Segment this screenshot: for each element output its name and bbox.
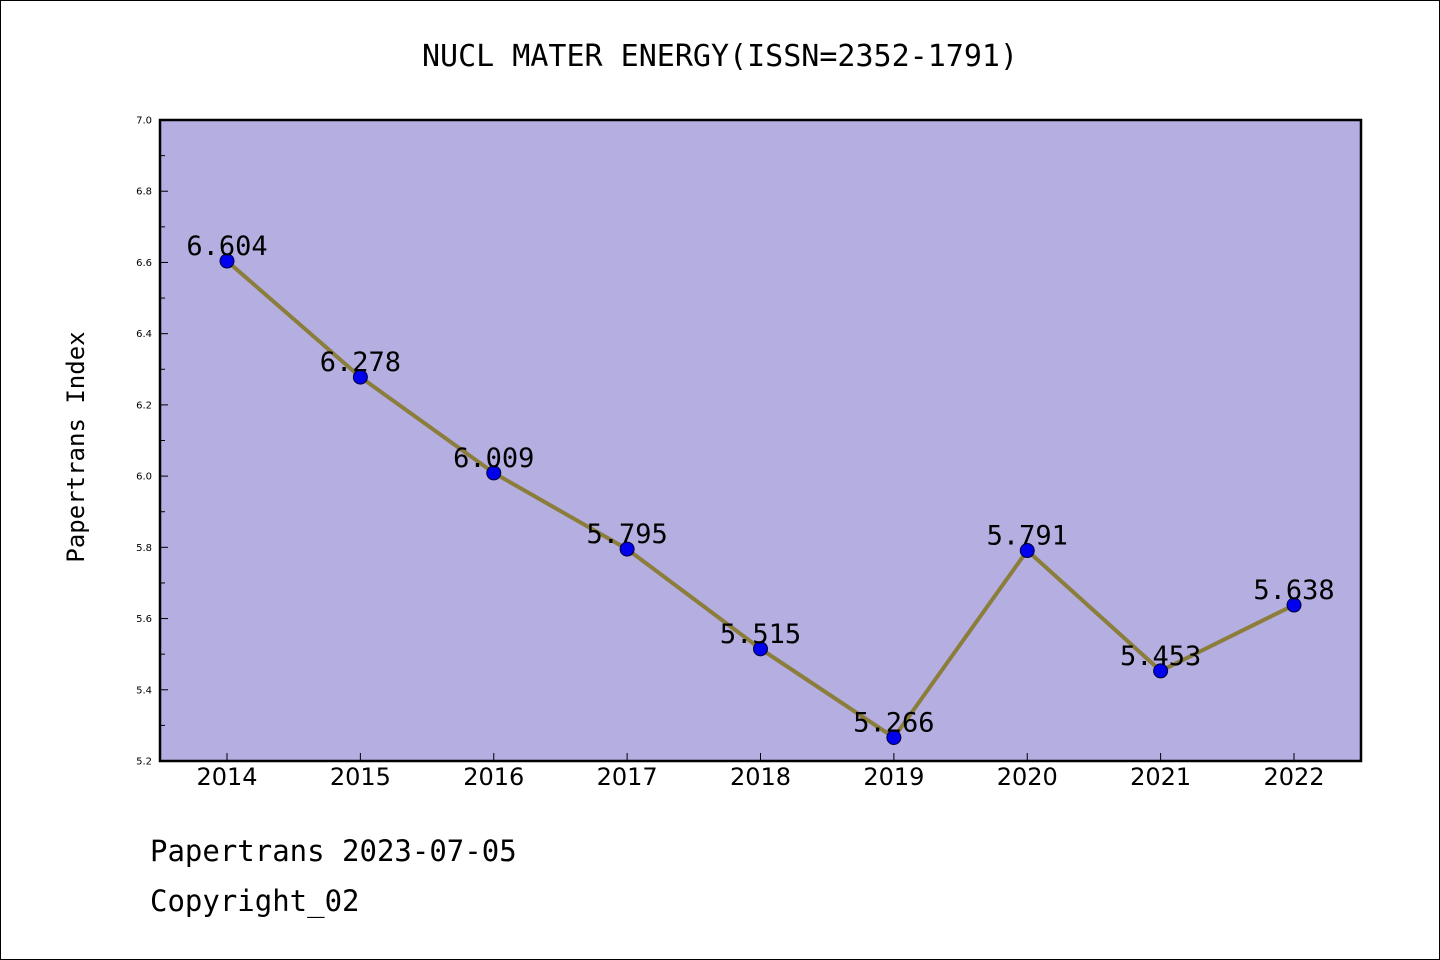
data-label-2015: 6.278 bbox=[320, 347, 401, 378]
chart-title: NUCL MATER ENERGY(ISSN=2352-1791) bbox=[422, 39, 1018, 74]
x-tick-label: 2018 bbox=[730, 763, 791, 791]
data-labels: 6.604 6.278 6.009 5.795 5.515 5.266 5.791 5.453… bbox=[186, 231, 1334, 738]
y-tick-label: 5.4 bbox=[136, 685, 152, 696]
data-point-2016 bbox=[486, 465, 502, 481]
y-tick-label: 5.6 bbox=[136, 614, 152, 625]
x-tick-label: 2017 bbox=[597, 763, 658, 791]
data-markers bbox=[219, 253, 1302, 745]
data-label-2019: 5.266 bbox=[853, 707, 934, 738]
data-label-2014: 6.604 bbox=[186, 231, 267, 262]
data-point-2019 bbox=[886, 729, 902, 745]
y-tick-label: 6.2 bbox=[136, 400, 152, 411]
data-point-2015 bbox=[352, 369, 368, 385]
data-label-2021: 5.453 bbox=[1120, 641, 1201, 672]
x-tick-label: 2021 bbox=[1130, 763, 1191, 791]
data-point-2020 bbox=[1019, 543, 1035, 559]
y-tick-label: 5.8 bbox=[136, 543, 152, 554]
data-label-2020: 5.791 bbox=[987, 521, 1068, 552]
x-axis: 2014 2015 2016 2017 2018 2019 2020 2021 2022 bbox=[196, 753, 1325, 791]
x-tick-label: 2014 bbox=[196, 763, 257, 791]
x-tick-label: 2020 bbox=[997, 763, 1058, 791]
x-tick-label: 2022 bbox=[1263, 763, 1324, 791]
y-tick-label: 6.6 bbox=[136, 258, 152, 269]
data-point-2022 bbox=[1286, 597, 1302, 613]
data-point-2021 bbox=[1153, 663, 1169, 679]
data-point-2017 bbox=[619, 541, 635, 557]
data-label-2022: 5.638 bbox=[1253, 575, 1334, 606]
y-axis-label: Papertrans Index bbox=[62, 331, 90, 562]
data-label-2017: 5.795 bbox=[586, 519, 667, 550]
data-label-2018: 5.515 bbox=[720, 619, 801, 650]
y-tick-label: 7.0 bbox=[136, 116, 152, 127]
data-point-2018 bbox=[753, 641, 768, 657]
data-point-2014 bbox=[219, 253, 235, 269]
data-label-2016: 6.009 bbox=[453, 443, 534, 474]
x-tick-label: 2016 bbox=[463, 763, 524, 791]
y-tick-label: 6.0 bbox=[136, 472, 152, 483]
x-tick-label: 2019 bbox=[863, 763, 924, 791]
x-tick-label: 2015 bbox=[330, 763, 391, 791]
footer-copyright-text: Copyright_02 bbox=[150, 884, 360, 918]
y-tick-label: 6.8 bbox=[136, 187, 152, 198]
y-tick-label: 5.2 bbox=[136, 757, 152, 768]
footer-date-text: Papertrans 2023-07-05 bbox=[150, 834, 517, 868]
plot-border bbox=[158, 118, 1363, 763]
y-tick-label: 6.4 bbox=[136, 329, 152, 340]
